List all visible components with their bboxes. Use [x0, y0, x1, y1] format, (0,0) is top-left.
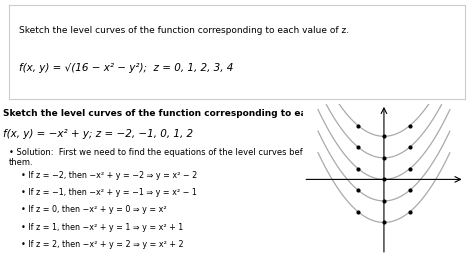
Text: • If z = −2, then −x² + y = −2 ⇒ y = x² − 2: • If z = −2, then −x² + y = −2 ⇒ y = x² …	[21, 171, 197, 180]
Text: Sketch the level curves of the function corresponding to each value of z.: Sketch the level curves of the function …	[18, 26, 349, 35]
Text: f(x, y) = √(16 − x² − y²);  z = 0, 1, 2, 3, 4: f(x, y) = √(16 − x² − y²); z = 0, 1, 2, …	[18, 63, 233, 73]
Text: • If z = 1, then −x² + y = 1 ⇒ y = x² + 1: • If z = 1, then −x² + y = 1 ⇒ y = x² + …	[21, 223, 183, 232]
Text: Sketch the level curves of the function corresponding to each value of z.: Sketch the level curves of the function …	[3, 109, 374, 118]
Text: • If z = −1, then −x² + y = −1 ⇒ y = x² − 1: • If z = −1, then −x² + y = −1 ⇒ y = x² …	[21, 188, 197, 197]
Text: f(x, y) = −x² + y; z = −2, −1, 0, 1, 2: f(x, y) = −x² + y; z = −2, −1, 0, 1, 2	[3, 129, 193, 139]
Text: • If z = 2, then −x² + y = 2 ⇒ y = x² + 2: • If z = 2, then −x² + y = 2 ⇒ y = x² + …	[21, 240, 183, 249]
Text: • If z = 0, then −x² + y = 0 ⇒ y = x²: • If z = 0, then −x² + y = 0 ⇒ y = x²	[21, 205, 166, 214]
Text: • Solution:  First we need to find the equations of the level curves before we c: • Solution: First we need to find the eq…	[9, 148, 379, 167]
